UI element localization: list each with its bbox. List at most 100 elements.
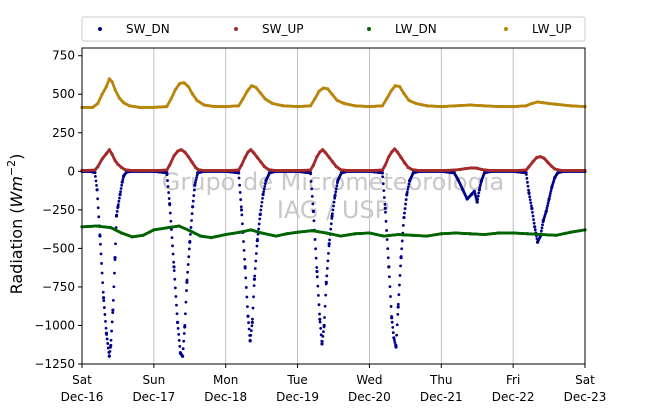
data-point xyxy=(406,188,410,191)
data-point xyxy=(257,227,261,231)
legend-label: LW_DN xyxy=(395,22,437,36)
data-point xyxy=(244,286,248,289)
data-point xyxy=(243,155,247,160)
y-tick-label: 750 xyxy=(52,49,75,63)
data-point xyxy=(547,197,551,201)
data-point xyxy=(532,218,535,222)
data-point xyxy=(325,266,329,270)
data-point xyxy=(475,200,479,204)
data-point xyxy=(318,317,322,321)
data-point xyxy=(524,104,528,108)
data-point xyxy=(312,219,316,223)
data-point xyxy=(116,203,120,206)
data-point xyxy=(527,165,531,169)
data-point xyxy=(311,202,315,206)
data-point xyxy=(263,97,267,101)
x-tick-day: Fri xyxy=(506,373,520,387)
data-point xyxy=(524,171,528,175)
data-point xyxy=(194,178,198,182)
data-point xyxy=(325,274,329,278)
data-point xyxy=(188,229,192,233)
plot-frame xyxy=(81,47,586,365)
data-point xyxy=(192,194,196,197)
data-point xyxy=(119,165,124,170)
data-point xyxy=(94,224,98,228)
data-point xyxy=(237,171,241,175)
data-point xyxy=(391,331,395,334)
legend: SW_DN SW_UP LW_DN LW_UP xyxy=(81,16,586,42)
legend-marker xyxy=(234,27,238,31)
data-point xyxy=(182,339,186,343)
data-point xyxy=(395,333,399,337)
data-point xyxy=(115,210,119,213)
data-point xyxy=(308,104,313,108)
data-point xyxy=(548,194,552,198)
data-point xyxy=(367,104,372,109)
data-point xyxy=(166,179,169,182)
data-point xyxy=(403,211,406,215)
series-sw-dn xyxy=(80,169,587,358)
legend-label: LW_UP xyxy=(532,22,571,36)
data-point xyxy=(238,190,242,194)
x-tick-day: Tue xyxy=(286,373,308,387)
data-point xyxy=(318,320,322,324)
data-point xyxy=(528,198,532,202)
data-point xyxy=(96,197,100,201)
data-point xyxy=(259,160,263,164)
data-point xyxy=(400,239,404,243)
data-point xyxy=(252,151,256,155)
data-point xyxy=(111,311,115,315)
data-point xyxy=(244,276,248,280)
data-point xyxy=(169,219,173,223)
y-tick-label: −250 xyxy=(42,203,75,217)
data-point xyxy=(452,168,456,172)
data-point xyxy=(100,92,104,96)
data-point xyxy=(182,81,186,85)
x-tick-date: Dec-16 xyxy=(61,390,104,404)
data-point xyxy=(406,165,410,170)
data-point xyxy=(402,215,406,220)
data-point xyxy=(194,181,197,184)
data-point xyxy=(324,293,328,297)
data-point xyxy=(109,343,113,348)
data-point xyxy=(385,97,389,101)
data-point xyxy=(339,171,343,175)
data-point xyxy=(313,238,317,241)
data-point xyxy=(171,252,175,256)
data-point xyxy=(396,232,400,237)
data-point xyxy=(408,178,412,183)
data-point xyxy=(380,168,384,172)
data-point xyxy=(524,168,528,172)
data-point xyxy=(385,229,388,232)
data-point xyxy=(339,234,343,238)
data-point xyxy=(172,260,176,264)
data-point xyxy=(254,252,258,255)
data-point xyxy=(475,166,479,170)
data-point xyxy=(478,186,482,189)
data-point xyxy=(414,101,418,106)
data-point xyxy=(308,168,313,172)
data-point xyxy=(263,184,267,188)
data-point xyxy=(187,255,191,259)
data-point xyxy=(122,101,126,105)
data-point xyxy=(181,354,185,358)
data-point xyxy=(245,89,249,93)
data-point xyxy=(183,150,187,154)
data-point xyxy=(255,155,259,160)
data-point xyxy=(324,231,328,235)
data-point xyxy=(202,168,206,173)
data-point xyxy=(103,313,107,316)
data-point xyxy=(410,233,415,237)
data-point xyxy=(259,208,263,212)
data-point xyxy=(546,204,549,207)
data-point xyxy=(178,344,182,348)
data-point xyxy=(399,155,403,160)
data-point xyxy=(239,163,244,167)
x-tick-date: Dec-20 xyxy=(348,390,391,404)
data-point xyxy=(479,183,482,187)
data-point xyxy=(464,166,468,171)
data-point xyxy=(251,306,255,310)
data-point xyxy=(468,232,472,236)
data-point xyxy=(249,329,253,332)
data-point xyxy=(403,161,407,165)
